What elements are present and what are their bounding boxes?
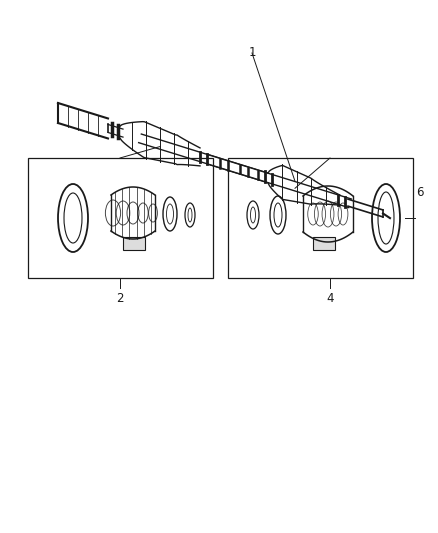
Bar xyxy=(123,237,145,250)
Text: 1: 1 xyxy=(248,46,256,60)
Bar xyxy=(28,158,213,278)
Text: 6: 6 xyxy=(416,187,424,199)
Bar xyxy=(228,158,413,278)
Text: 4: 4 xyxy=(326,292,334,304)
Text: 2: 2 xyxy=(116,292,124,304)
Bar xyxy=(313,237,335,250)
